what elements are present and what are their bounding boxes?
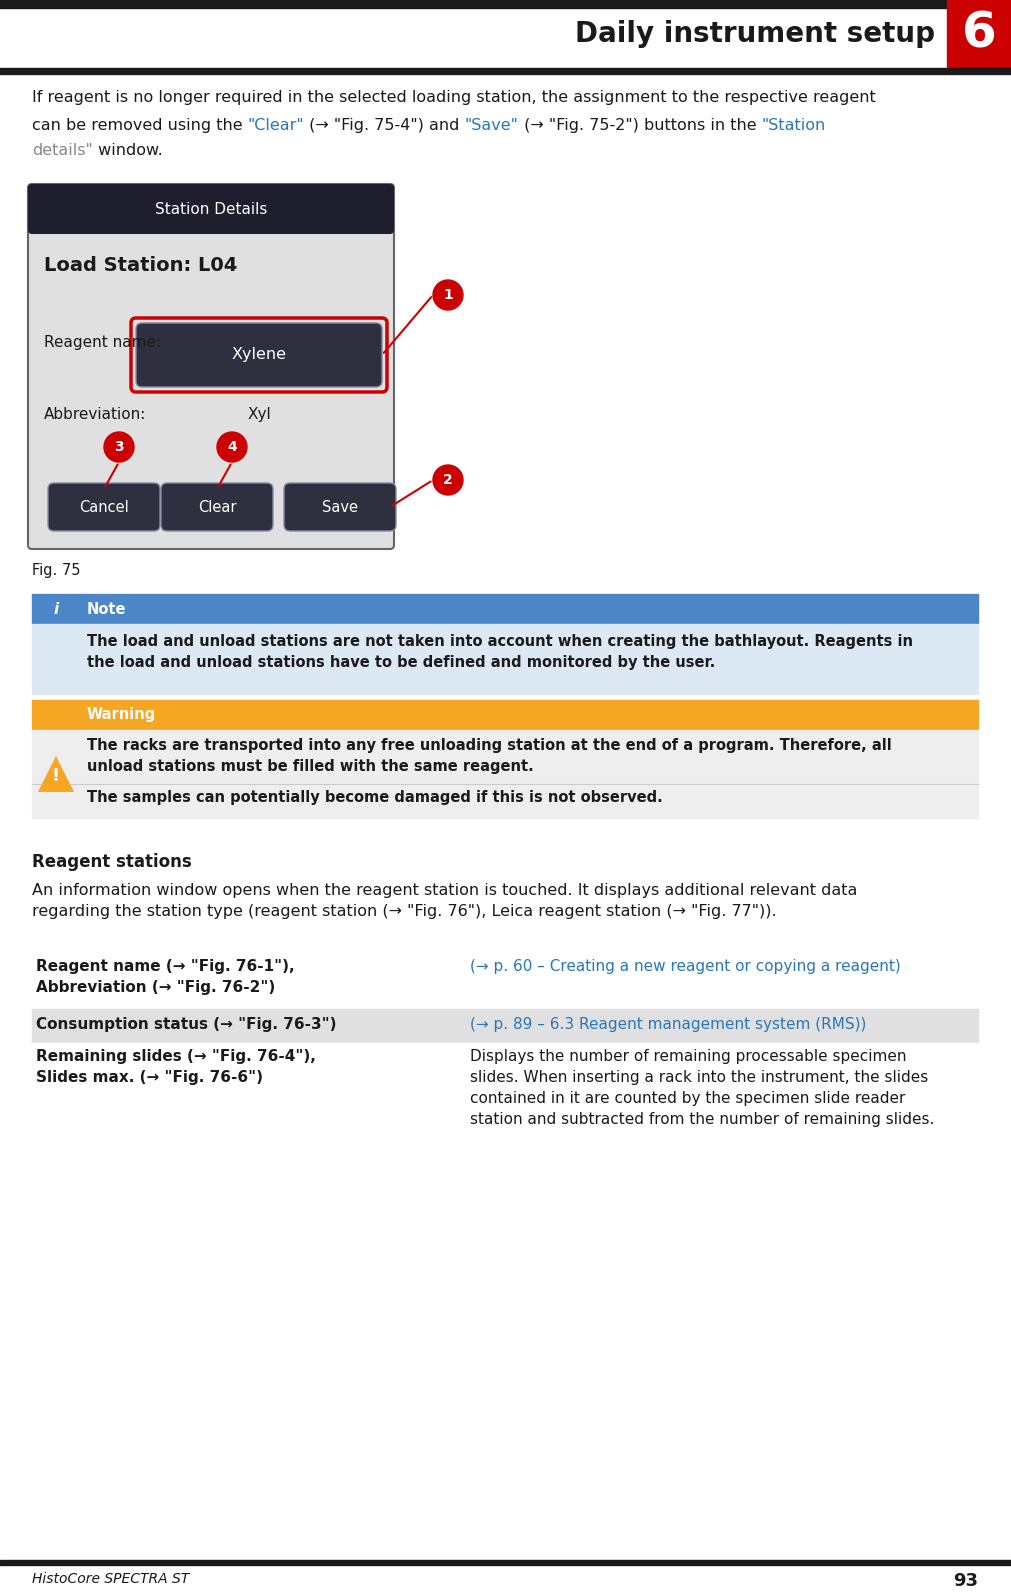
Text: !: ! — [52, 767, 60, 785]
Text: Load Station: L04: Load Station: L04 — [44, 257, 238, 274]
Text: Fig. 75: Fig. 75 — [32, 563, 81, 577]
Polygon shape — [38, 756, 74, 793]
Text: can be removed using the: can be removed using the — [32, 118, 248, 132]
Text: 1: 1 — [443, 289, 453, 301]
Text: Reagent name (→ "Fig. 76-1"),
Abbreviation (→ "Fig. 76-2"): Reagent name (→ "Fig. 76-1"), Abbreviati… — [36, 959, 294, 995]
Text: window.: window. — [93, 144, 163, 158]
Text: 3: 3 — [114, 440, 123, 455]
FancyBboxPatch shape — [28, 183, 394, 549]
FancyBboxPatch shape — [28, 183, 394, 234]
Text: Reagent name:: Reagent name: — [44, 335, 161, 349]
Text: Displays the number of remaining processable specimen
slides. When inserting a r: Displays the number of remaining process… — [470, 1050, 934, 1128]
Text: (→ p. 60 – Creating a new reagent or copying a reagent): (→ p. 60 – Creating a new reagent or cop… — [470, 959, 901, 975]
Circle shape — [217, 432, 247, 463]
Text: Reagent stations: Reagent stations — [32, 853, 192, 871]
Circle shape — [433, 281, 463, 309]
Text: HistoCore SPECTRA ST: HistoCore SPECTRA ST — [32, 1573, 189, 1585]
Circle shape — [433, 466, 463, 494]
Text: Note: Note — [87, 601, 126, 617]
Text: If reagent is no longer required in the selected loading station, the assignment: If reagent is no longer required in the … — [32, 89, 876, 105]
Text: i: i — [54, 601, 59, 617]
FancyBboxPatch shape — [161, 483, 273, 531]
Text: 2: 2 — [443, 474, 453, 486]
Text: details": details" — [32, 144, 93, 158]
Text: "Save": "Save" — [465, 118, 519, 132]
Text: Cancel: Cancel — [79, 499, 128, 515]
Text: Xyl: Xyl — [247, 407, 271, 423]
Text: The samples can potentially become damaged if this is not observed.: The samples can potentially become damag… — [87, 790, 663, 805]
FancyBboxPatch shape — [284, 483, 396, 531]
Circle shape — [104, 432, 134, 463]
FancyBboxPatch shape — [48, 483, 160, 531]
Text: Xylene: Xylene — [232, 348, 286, 362]
Text: Station Details: Station Details — [155, 201, 267, 217]
Text: Abbreviation:: Abbreviation: — [44, 407, 147, 423]
FancyBboxPatch shape — [136, 324, 382, 388]
Text: Consumption status (→ "Fig. 76-3"): Consumption status (→ "Fig. 76-3") — [36, 1018, 337, 1032]
Circle shape — [43, 597, 69, 622]
Text: Save: Save — [321, 499, 358, 515]
Text: The load and unload stations are not taken into account when creating the bathla: The load and unload stations are not tak… — [87, 633, 913, 670]
Text: 93: 93 — [953, 1573, 978, 1590]
Text: (→ "Fig. 75-2") buttons in the: (→ "Fig. 75-2") buttons in the — [519, 118, 761, 132]
Text: 6: 6 — [961, 10, 997, 57]
Text: An information window opens when the reagent station is touched. It displays add: An information window opens when the rea… — [32, 884, 857, 919]
Text: "Station: "Station — [761, 118, 826, 132]
Text: Remaining slides (→ "Fig. 76-4"),
Slides max. (→ "Fig. 76-6"): Remaining slides (→ "Fig. 76-4"), Slides… — [36, 1050, 315, 1085]
Text: (→ "Fig. 75-4") and: (→ "Fig. 75-4") and — [304, 118, 465, 132]
Text: (→ p. 89 – 6.3 Reagent management system (RMS)): (→ p. 89 – 6.3 Reagent management system… — [470, 1018, 866, 1032]
Text: "Clear": "Clear" — [248, 118, 304, 132]
Text: Daily instrument setup: Daily instrument setup — [575, 21, 935, 48]
Text: 4: 4 — [227, 440, 237, 455]
Text: Warning: Warning — [87, 708, 157, 723]
Text: Clear: Clear — [198, 499, 237, 515]
Text: The racks are transported into any free unloading station at the end of a progra: The racks are transported into any free … — [87, 738, 892, 774]
